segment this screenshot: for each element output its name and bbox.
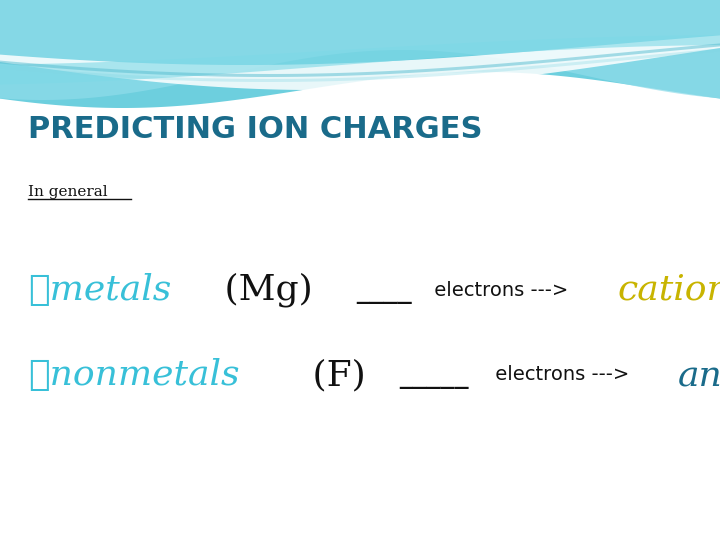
Text: (F): (F) bbox=[301, 358, 377, 392]
Text: anions: anions bbox=[678, 358, 720, 392]
Polygon shape bbox=[0, 49, 720, 82]
Polygon shape bbox=[0, 0, 720, 100]
Text: ♻nonmetals: ♻nonmetals bbox=[28, 358, 240, 392]
Text: electrons --->: electrons ---> bbox=[428, 280, 575, 300]
Polygon shape bbox=[0, 0, 720, 108]
Text: ♻metals: ♻metals bbox=[28, 273, 171, 307]
Text: ____: ____ bbox=[356, 276, 412, 304]
Text: cations: cations bbox=[617, 273, 720, 307]
Text: _____: _____ bbox=[400, 361, 469, 389]
Polygon shape bbox=[0, 43, 720, 77]
Polygon shape bbox=[0, 35, 720, 84]
Text: (Mg): (Mg) bbox=[213, 273, 324, 307]
Polygon shape bbox=[0, 36, 720, 90]
Text: PREDICTING ION CHARGES: PREDICTING ION CHARGES bbox=[28, 115, 482, 144]
Text: In general: In general bbox=[28, 185, 107, 199]
Text: electrons --->: electrons ---> bbox=[489, 366, 635, 384]
Text: In general: In general bbox=[28, 185, 107, 199]
